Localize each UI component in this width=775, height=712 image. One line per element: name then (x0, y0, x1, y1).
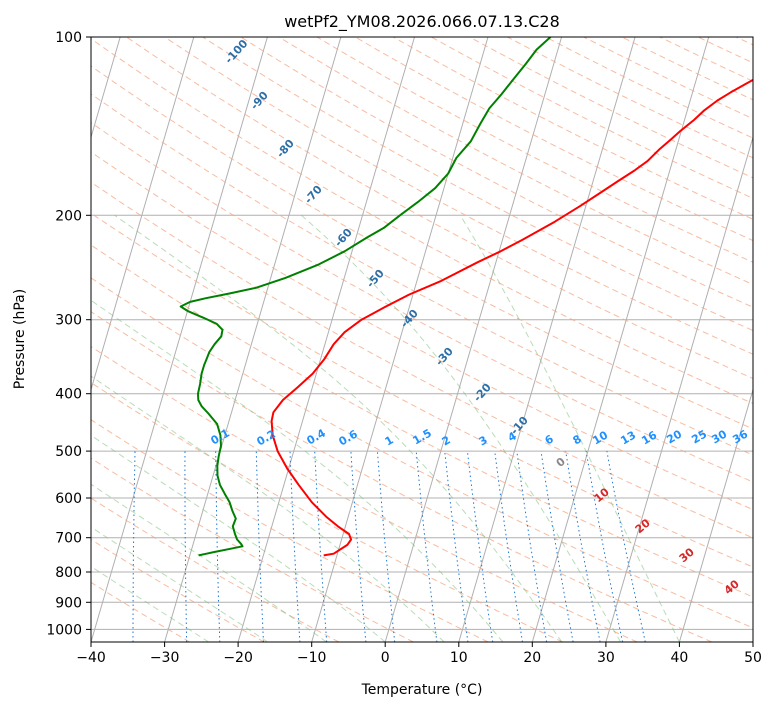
dry-adiabat (241, 37, 775, 642)
mixing-ratio-label: 36 (730, 427, 750, 446)
dry-adiabat (0, 37, 637, 642)
mixing-ratio-line (467, 451, 492, 642)
mixing-ratio-line (377, 451, 394, 642)
dry-adiabat-label: -40 (398, 307, 421, 331)
mixing-ratio-label: 16 (639, 428, 659, 447)
y-tick-label: 400 (55, 387, 82, 403)
x-tick-label: 30 (597, 650, 615, 666)
mixing-ratio-label: 3 (477, 433, 490, 448)
isotherm-line (459, 37, 635, 642)
x-tick-label: −20 (223, 650, 253, 666)
dry-adiabat (50, 37, 775, 642)
dry-adiabat (0, 37, 775, 642)
mixing-ratio-line (445, 451, 468, 642)
mixing-ratio-line (541, 451, 573, 642)
mixing-ratio-label: 1 (383, 433, 396, 448)
dry-adiabat (660, 37, 775, 642)
x-tick-label: −10 (297, 650, 327, 666)
dry-adiabat (355, 37, 775, 642)
dry-adiabat (0, 37, 190, 642)
y-tick-label: 700 (55, 531, 82, 547)
dry-adiabat (622, 37, 775, 642)
plot-frame (91, 37, 753, 642)
dry-adiabat (0, 37, 775, 642)
x-axis-label: Temperature (°C) (361, 682, 483, 698)
mixing-ratio-label: 13 (618, 429, 638, 448)
dry-adiabat (469, 37, 775, 642)
moist-adiabat-label: 0 (554, 455, 568, 470)
mixing-ratio-line (256, 451, 263, 642)
y-tick-label: 100 (55, 30, 82, 46)
moist-adiabat-label: 30 (677, 545, 697, 565)
temperature-trace (272, 40, 775, 556)
y-tick-label: 300 (55, 313, 82, 329)
dry-adiabat (0, 37, 775, 642)
dry-adiabat (12, 37, 775, 642)
y-tick-label: 500 (55, 444, 82, 460)
isotherm-line (385, 37, 561, 642)
mixing-ratio-label: 8 (571, 432, 584, 447)
mixing-ratio-label: 25 (689, 428, 709, 447)
y-tick-label: 600 (55, 491, 82, 507)
dry-adiabat (546, 37, 775, 642)
moist-adiabat (0, 215, 209, 642)
dry-adiabat-label: -80 (274, 137, 297, 161)
dry-adiabat (736, 37, 775, 642)
mixing-ratio-line (495, 451, 523, 642)
mixing-ratio-line (83, 451, 89, 642)
moist-adiabat (0, 215, 268, 642)
y-tick-label: 900 (55, 595, 82, 611)
isotherm-line (753, 37, 775, 642)
x-tick-label: −30 (150, 650, 180, 666)
x-tick-label: 10 (450, 650, 468, 666)
isotherm-line (17, 37, 193, 642)
mixing-ratio-label: 2 (440, 433, 453, 448)
dry-adiabat (0, 37, 775, 642)
isotherm-line (165, 37, 341, 642)
dry-adiabat (127, 37, 775, 642)
dry-adiabat (431, 37, 775, 642)
mixing-ratio-label: 0.1 (209, 426, 232, 447)
mixing-ratio-label: 1.5 (411, 426, 434, 447)
dry-adiabat (0, 37, 339, 642)
moist-adiabat (115, 215, 562, 642)
moist-adiabat-label: 20 (633, 516, 653, 536)
moist-adiabat (301, 215, 620, 642)
dry-adiabat-label: -20 (471, 381, 494, 405)
x-tick-label: 50 (744, 650, 762, 666)
mixing-ratio-label: 0.2 (255, 427, 278, 448)
y-axis-label: Pressure (hPa) (12, 289, 28, 389)
y-tick-label: 1000 (46, 622, 82, 638)
dry-adiabat (0, 37, 775, 642)
dry-adiabat-label: -30 (433, 345, 456, 369)
x-tick-label: 20 (523, 650, 541, 666)
dry-adiabat (584, 37, 775, 642)
dry-adiabat-label: -70 (302, 183, 325, 207)
mixing-ratio-line (416, 451, 437, 642)
x-tick-label: 40 (670, 650, 688, 666)
dry-adiabat-label: -100 (222, 37, 250, 66)
dry-adiabat (508, 37, 775, 642)
y-tick-label: 800 (55, 565, 82, 581)
mixing-ratio-line (315, 451, 327, 642)
dry-adiabat (279, 37, 775, 642)
dry-adiabat (0, 37, 775, 642)
dry-adiabat-label: -50 (364, 267, 387, 291)
moist-adiabat-label: 40 (722, 577, 742, 597)
background-lines (0, 37, 775, 642)
dry-adiabat (698, 37, 775, 642)
x-tick-label: −40 (76, 650, 106, 666)
x-tick-label: 0 (381, 650, 390, 666)
mixing-ratio-label: 6 (543, 432, 556, 447)
mixing-ratio-label: 0.6 (337, 427, 361, 448)
chart-title: wetPf2_YM08.2026.066.07.13.C28 (284, 12, 560, 32)
dry-adiabat (0, 37, 413, 642)
mixing-ratio-line (133, 451, 135, 642)
y-tick-label: 200 (55, 208, 82, 224)
mixing-ratio-label: 0.4 (305, 426, 329, 447)
